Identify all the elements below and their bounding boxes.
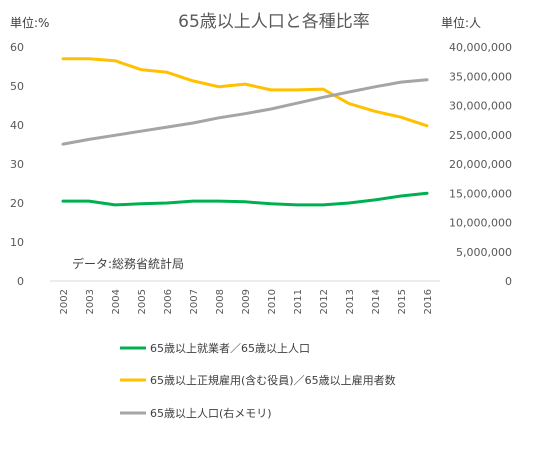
series-lines xyxy=(61,57,429,207)
right-tick-label: 10,000,000 xyxy=(449,217,512,230)
x-tick-label: 2008 xyxy=(215,289,226,314)
left-tick-label: 30 xyxy=(10,158,24,171)
x-tick-label: 2003 xyxy=(85,289,96,314)
right-tick-label: 25,000,000 xyxy=(449,129,512,142)
left-tick-label: 40 xyxy=(10,119,24,132)
x-tick-label: 2012 xyxy=(319,289,330,314)
axes: 0 10 20 30 40 50 60 0 5,000,000 10,000,000 15,000,… xyxy=(10,41,512,314)
legend-label-1: 65歳以上就業者／65歳以上人口 xyxy=(150,341,310,355)
right-tick-label: 35,000,000 xyxy=(449,70,512,83)
x-tick-label: 2015 xyxy=(397,289,408,314)
chart-title: 65歳以上人口と各種比率 xyxy=(178,12,370,32)
x-tick-label: 2013 xyxy=(345,289,356,314)
right-tick-label: 15,000,000 xyxy=(449,187,512,200)
left-tick-label: 10 xyxy=(10,236,24,249)
left-tick-label: 60 xyxy=(10,41,24,54)
left-tick-label: 50 xyxy=(10,80,24,93)
right-tick-label: 0 xyxy=(505,275,512,288)
source-note: データ:総務省統計局 xyxy=(72,256,184,271)
x-tick-label: 2010 xyxy=(267,289,278,314)
right-tick-label: 40,000,000 xyxy=(449,41,512,54)
right-tick-label: 20,000,000 xyxy=(449,158,512,171)
x-tick-label: 2016 xyxy=(423,289,434,314)
left-tick-label: 20 xyxy=(10,197,24,210)
x-tick-label: 2006 xyxy=(163,289,174,314)
x-tick-label: 2005 xyxy=(137,289,148,314)
series-line-3 xyxy=(61,78,429,146)
x-tick-label: 2009 xyxy=(241,289,252,314)
right-axis-unit-label: 単位:人 xyxy=(441,15,481,30)
legend: 65歳以上就業者／65歳以上人口 65歳以上正規雇用(含む役員)／65歳以上雇用者… xyxy=(120,341,396,420)
series-line-1 xyxy=(61,191,429,207)
x-tick-label: 2004 xyxy=(111,289,122,314)
series-line-2 xyxy=(61,57,429,128)
legend-label-3: 65歳以上人口(右メモリ) xyxy=(150,406,272,420)
x-tick-label: 2011 xyxy=(293,289,304,314)
left-axis-unit-label: 単位:% xyxy=(10,15,49,30)
left-tick-label: 0 xyxy=(17,275,24,288)
legend-label-2: 65歳以上正規雇用(含む役員)／65歳以上雇用者数 xyxy=(150,373,396,387)
right-tick-label: 5,000,000 xyxy=(456,246,512,259)
x-tick-label: 2014 xyxy=(371,289,382,314)
x-tick-label: 2002 xyxy=(59,289,70,314)
right-tick-label: 30,000,000 xyxy=(449,100,512,113)
x-tick-label: 2007 xyxy=(189,289,200,314)
